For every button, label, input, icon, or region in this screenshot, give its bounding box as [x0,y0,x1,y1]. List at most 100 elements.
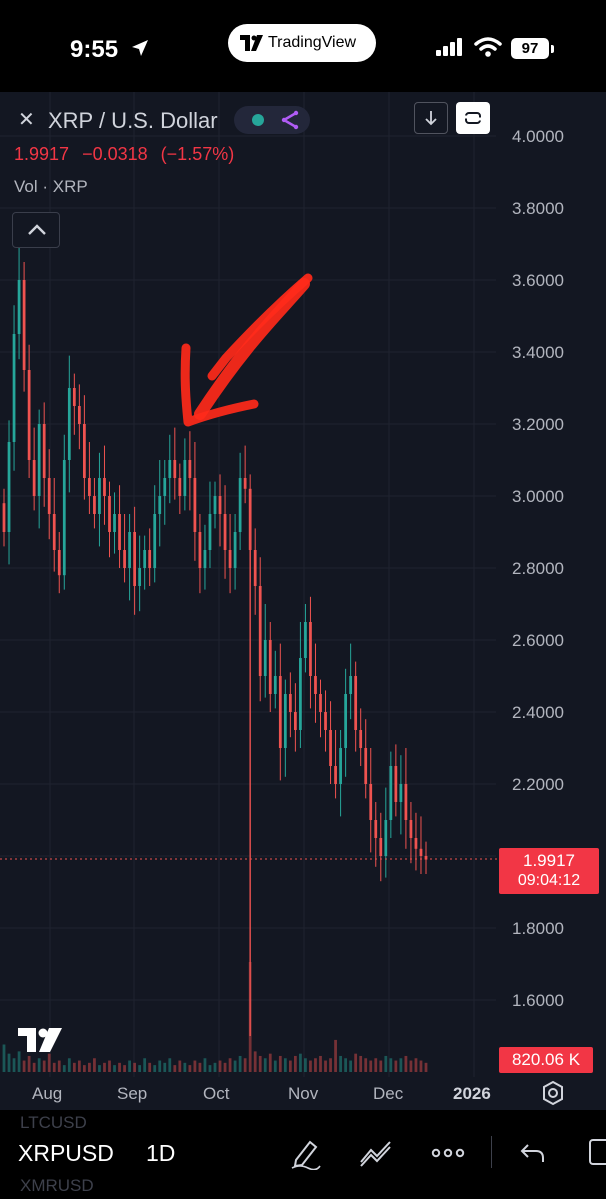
interval-selector[interactable]: 1D [146,1140,176,1166]
volume-bar [143,1058,147,1072]
price-axis-label: 4.0000 [512,127,564,146]
volume-bar [52,1062,56,1072]
download-button[interactable] [414,102,448,134]
volume-bar [108,1060,111,1072]
symbol-selector[interactable]: XRPUSD [18,1140,114,1166]
volume-bar [203,1058,207,1072]
collapse-legend-button[interactable] [12,212,60,248]
candle [404,784,408,820]
market-status-pill[interactable] [234,106,310,134]
volume-bar [243,1058,247,1072]
volume-bar [168,1058,172,1072]
volume-bar [72,1062,76,1072]
volume-bar [88,1062,91,1072]
fullscreen-button[interactable] [456,102,490,134]
candle [128,532,131,568]
volume-bar [374,1058,378,1072]
candle [57,550,61,576]
wifi-icon [474,37,502,57]
symbol-list-prev[interactable]: LTCUSD [20,1113,87,1132]
candle [113,514,116,532]
candle [198,532,202,568]
volume-bar [62,1065,66,1072]
candle [203,550,207,568]
candle [399,784,403,802]
volume-bar [218,1060,222,1072]
volume-bar [248,962,252,1072]
candle [228,550,232,568]
candle [173,460,177,478]
candle [168,460,172,478]
symbol-list-next[interactable]: XMRUSD [20,1176,94,1195]
volume-bar [288,1060,292,1072]
candle [319,694,322,712]
candle [153,514,157,568]
status-bar: 9:55 TradingView 97 [0,0,606,92]
volume-bar [22,1060,26,1072]
candle [27,370,31,460]
layout-icon[interactable] [584,1136,606,1170]
candle [309,622,312,676]
candle [93,496,96,514]
volume-bar [7,1053,11,1072]
candle [233,532,237,568]
cellular-signal-icon [436,38,462,56]
candle [243,478,247,489]
volume-bar [178,1060,182,1072]
candle [283,694,287,748]
chevron-up-icon [28,224,46,235]
candle [293,712,297,730]
chart-area[interactable] [0,92,606,1110]
volume-bar [27,1055,31,1072]
price-axis-label: 2.2000 [512,775,564,794]
candle [314,676,317,694]
price-change-percent: (−1.57%) [160,144,235,164]
candle [108,496,111,532]
candle [47,478,51,514]
alert-share-icon [281,110,299,130]
candle [334,766,337,784]
volume-bar [47,1053,51,1072]
price-axis-label: 1.6000 [512,991,564,1010]
candle [379,838,383,856]
candle [138,568,142,586]
settings-gear-icon[interactable] [540,1080,566,1106]
candle [288,694,292,712]
app-pill[interactable]: TradingView [228,24,376,62]
candle [278,676,282,748]
volume-bar [354,1053,358,1072]
candle [133,532,137,586]
candle [163,478,167,496]
volume-bar [349,1060,353,1072]
symbol-title[interactable]: XRP / U.S. Dollar [48,108,218,133]
candle [42,424,46,478]
candle [339,748,342,784]
candle [238,478,242,532]
volume-legend: Vol · XRP [14,177,88,196]
candle [409,820,413,838]
volume-bar [173,1065,177,1072]
price-axis-label: 3.0000 [512,487,564,506]
time-axis-label: Nov [288,1084,319,1103]
location-arrow-icon [132,40,148,56]
indicators-icon[interactable] [358,1136,394,1170]
volume-bar [339,1055,342,1072]
volume-bar [404,1055,408,1072]
pencil-drawing-icon[interactable] [288,1136,322,1170]
volume-bar [253,1051,257,1072]
volume-bar [364,1058,368,1072]
volume-bar [389,1058,393,1072]
price-chart[interactable] [0,92,606,1110]
price-axis-label: 1.8000 [512,919,564,938]
price-change-line: 1.9917 −0.0318 (−1.57%) [14,144,242,165]
close-icon[interactable]: ✕ [18,109,35,131]
volume-bar [133,1062,137,1072]
volume-bar [93,1058,96,1072]
volume-bar [228,1058,232,1072]
more-options-icon[interactable] [430,1136,466,1170]
time-axis-label: Aug [32,1084,63,1103]
battery-level: 97 [511,38,549,59]
volume-bar [424,1062,428,1072]
undo-icon[interactable] [518,1136,548,1170]
candle [123,550,126,568]
